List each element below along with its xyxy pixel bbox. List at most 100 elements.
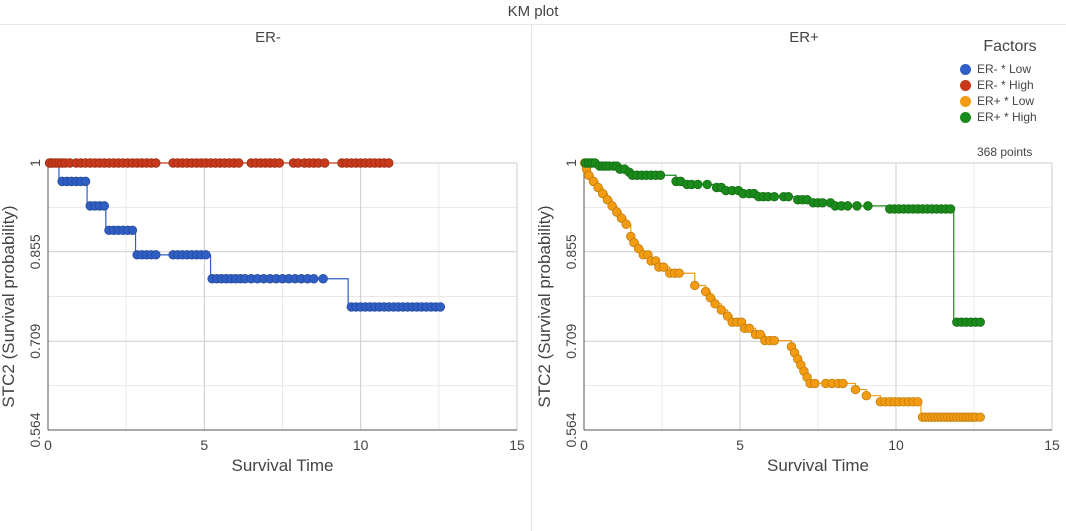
data-point [842, 201, 853, 211]
data-point [716, 305, 726, 315]
data-point [674, 268, 684, 278]
panel-title: ER+ [789, 29, 819, 46]
data-point [838, 378, 848, 389]
legend-item-er-pos-low[interactable]: ER+ * Low [960, 93, 1060, 109]
data-point [127, 225, 138, 236]
data-point [80, 176, 91, 187]
legend-label: ER+ * Low [977, 94, 1035, 108]
legend-swatch [960, 111, 971, 123]
data-point [320, 158, 330, 168]
y-tick-label: 0.855 [27, 234, 43, 269]
data-point [850, 384, 861, 395]
data-point [629, 237, 639, 248]
data-point [702, 179, 712, 190]
data-point [700, 286, 711, 297]
data-point [783, 191, 794, 202]
legend-label: ER+ * High [977, 110, 1037, 124]
legend-item-er-neg-low[interactable]: ER- * Low [960, 61, 1060, 77]
data-point [861, 391, 872, 401]
y-axis-label: STC2 (Survival probability) [535, 205, 554, 407]
legend-swatch [960, 79, 971, 91]
panel-divider [531, 24, 532, 531]
x-tick-label: 10 [888, 437, 904, 453]
data-point [593, 182, 603, 193]
x-tick-label: 15 [509, 437, 525, 453]
point-count: 368 points [977, 145, 1033, 159]
legend-swatch [960, 95, 971, 107]
data-point [598, 188, 608, 199]
data-point [583, 170, 594, 180]
data-point [384, 158, 394, 168]
legend-swatch [960, 63, 971, 75]
data-point [655, 170, 666, 180]
x-tick-label: 5 [200, 437, 208, 453]
km-curve [584, 162, 981, 418]
data-point [274, 158, 285, 168]
x-axis-label: Survival Time [767, 456, 869, 475]
data-point [817, 198, 828, 208]
data-point [863, 201, 873, 211]
data-point [744, 323, 755, 334]
data-point [151, 250, 161, 260]
data-point [234, 158, 244, 168]
data-point [621, 219, 631, 229]
data-point [690, 280, 700, 291]
data-point [99, 201, 109, 211]
y-tick-label: 1 [27, 159, 43, 167]
data-point [769, 335, 780, 346]
legend-label: ER- * High [977, 78, 1034, 92]
data-point [710, 299, 720, 309]
panel-title: ER- [255, 29, 281, 46]
data-point [705, 293, 716, 303]
data-point [693, 179, 703, 190]
data-point [945, 204, 956, 214]
data-point [588, 176, 599, 187]
data-point [435, 302, 446, 312]
legend-label: ER- * Low [977, 62, 1032, 76]
x-tick-label: 10 [353, 437, 369, 453]
km-curve [584, 162, 981, 323]
y-tick-label: 1 [563, 159, 579, 167]
data-point [633, 244, 644, 254]
x-axis-label: Survival Time [231, 456, 333, 475]
legend: Factors ER- * Low ER- * High ER+ * Low E… [960, 38, 1060, 125]
data-point [722, 311, 733, 321]
series-er-high [580, 158, 985, 327]
x-tick-label: 15 [1044, 437, 1060, 453]
data-point [309, 274, 319, 284]
series-er-low [46, 158, 446, 312]
data-point [616, 213, 627, 223]
data-point [913, 397, 923, 407]
data-point [852, 201, 862, 211]
data-point [658, 262, 669, 272]
x-tick-label: 0 [44, 437, 52, 453]
data-point [975, 412, 985, 422]
y-tick-label: 0.709 [563, 323, 579, 358]
data-point [318, 274, 328, 284]
data-point [602, 195, 613, 205]
series-er-high [44, 158, 394, 168]
x-tick-label: 0 [580, 437, 588, 453]
legend-item-er-pos-high[interactable]: ER+ * High [960, 109, 1060, 125]
data-point [975, 317, 985, 327]
chart-panel-er-pos: ER+ 0 5 10 15 0.564 0.709 0.855 1 Survival Time ST… [535, 29, 1060, 475]
km-curve [48, 162, 441, 308]
legend-item-er-neg-high[interactable]: ER- * High [960, 77, 1060, 93]
y-tick-label: 0.564 [563, 412, 579, 447]
y-tick-label: 0.709 [27, 323, 43, 358]
x-tick-label: 5 [736, 437, 744, 453]
y-tick-label: 0.855 [563, 234, 579, 269]
data-point [755, 329, 765, 340]
chart-panel-er-neg: ER- 0 5 10 15 0.564 0.709 0.855 1 Survival Time ST… [0, 29, 525, 475]
data-point [607, 201, 617, 211]
data-point [612, 207, 622, 217]
data-point [769, 191, 780, 202]
data-point [201, 250, 211, 260]
title-divider [0, 24, 1066, 25]
plot-title: KM plot [507, 3, 559, 20]
legend-title: Factors [983, 38, 1037, 55]
y-tick-label: 0.564 [27, 412, 43, 447]
data-point [151, 158, 161, 168]
data-point [810, 378, 820, 389]
